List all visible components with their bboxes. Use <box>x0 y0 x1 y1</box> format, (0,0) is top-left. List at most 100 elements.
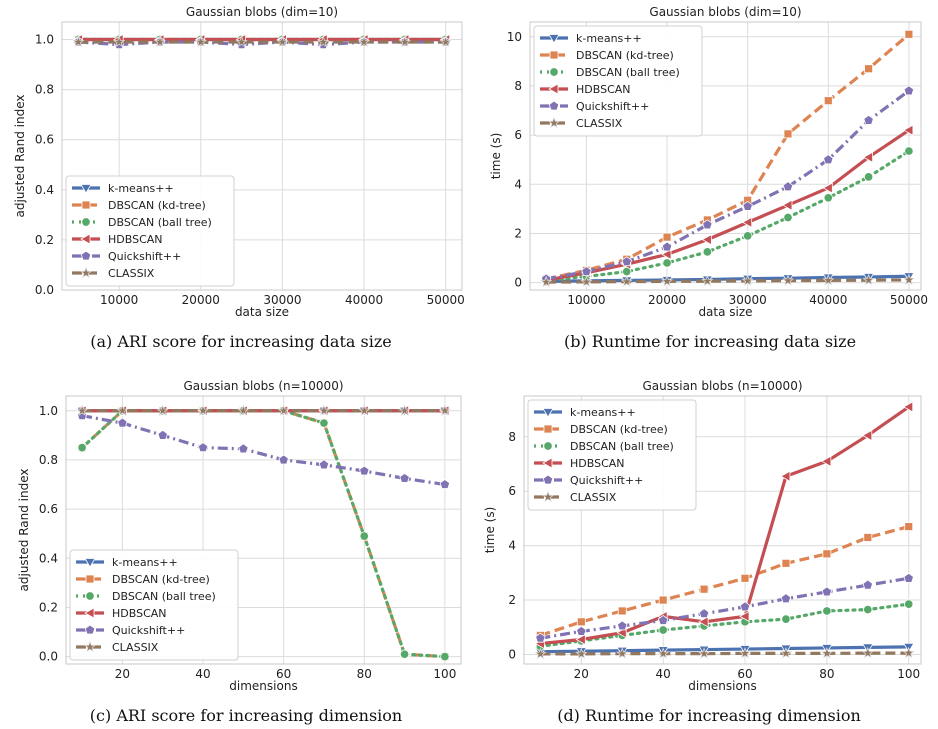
legend-marker <box>85 591 95 601</box>
data-point <box>698 647 711 659</box>
data-point <box>153 35 167 48</box>
legend-marker <box>548 34 560 44</box>
x-tick-label: 10000 <box>567 293 605 307</box>
data-point <box>823 154 834 165</box>
data-point <box>701 233 712 246</box>
legend-marker <box>541 490 555 503</box>
y-tick-label: 8 <box>508 430 516 444</box>
y-tick-label: 0 <box>508 647 516 661</box>
data-point <box>616 647 629 659</box>
y-tick-label: 1.0 <box>35 33 54 47</box>
data-point <box>359 465 370 476</box>
x-tick-label: 20 <box>574 667 589 681</box>
data-point <box>823 96 833 106</box>
legend: k-means++ DBSCAN (kd-tree) DBSCAN (ball tr… <box>65 175 235 287</box>
y-tick-label: 10 <box>507 30 522 44</box>
chart-panel-2: 20 40 60 80 100 0.0 0.2 0.4 0.6 0.8 1.0 Gaussian bl… <box>17 379 462 693</box>
y-tick-label: 8 <box>514 79 522 93</box>
legend-box <box>533 25 703 137</box>
caption-c: (c) ARI score for increasing dimension <box>89 706 403 725</box>
chart-panel-1: 10000 20000 30000 40000 50000 0 2 4 6 8 10 Gaussian… <box>489 5 928 319</box>
data-point <box>398 404 411 416</box>
data-point <box>780 593 792 604</box>
data-point <box>399 649 410 659</box>
legend-label: CLASSIX <box>570 491 617 504</box>
chart-title: Gaussian blobs (n=10000) <box>183 379 343 393</box>
x-tick-label: 40000 <box>809 293 847 307</box>
x-tick-label: 40 <box>195 667 210 681</box>
data-point <box>76 404 89 416</box>
x-tick-label: 20000 <box>648 293 686 307</box>
data-point <box>657 647 670 659</box>
data-point <box>862 579 874 590</box>
legend-marker <box>549 50 559 60</box>
data-point <box>701 274 714 287</box>
x-tick-label: 30000 <box>729 293 767 307</box>
data-point <box>398 35 411 48</box>
data-point <box>237 404 250 416</box>
data-point <box>904 29 914 39</box>
x-tick-label: 20 <box>115 667 130 681</box>
data-point <box>861 429 873 442</box>
legend-box <box>69 549 239 661</box>
y-tick-label: 0.0 <box>35 283 54 297</box>
legend-label: HDBSCAN <box>576 83 631 96</box>
data-point <box>863 533 873 542</box>
data-point <box>658 595 668 605</box>
data-point <box>779 647 792 659</box>
data-point <box>782 199 793 211</box>
x-tick-label: 100 <box>433 667 456 681</box>
legend-marker <box>85 574 95 584</box>
data-point <box>822 182 833 194</box>
data-point <box>781 558 791 568</box>
legend-label: HDBSCAN <box>570 457 625 470</box>
x-tick-label: 40000 <box>345 293 383 307</box>
legend: k-means++ DBSCAN (kd-tree) DBSCAN (ball tr… <box>527 399 697 511</box>
data-point <box>194 35 207 48</box>
data-point <box>903 85 915 96</box>
legend-label: CLASSIX <box>576 117 623 130</box>
legend-label: k-means++ <box>576 32 642 45</box>
y-tick-label: 1.0 <box>39 404 58 418</box>
x-tick-label: 60 <box>737 667 752 681</box>
data-point <box>438 404 451 416</box>
y-tick-label: 0.0 <box>39 650 58 664</box>
plot-frame <box>523 395 922 665</box>
legend-label: DBSCAN (ball tree) <box>576 66 680 79</box>
data-point <box>782 181 794 192</box>
legend-label: Quickshift++ <box>108 250 181 263</box>
legend-label: k-means++ <box>570 406 636 419</box>
chart-title: Gaussian blobs (dim=10) <box>649 5 801 19</box>
data-point <box>534 647 547 660</box>
y-tick-label: 0.2 <box>39 600 58 614</box>
legend-label: CLASSIX <box>112 641 159 654</box>
y-tick-label: 2 <box>508 593 516 607</box>
data-point <box>117 417 128 428</box>
data-point <box>317 404 331 416</box>
legend-marker <box>547 116 561 129</box>
data-point <box>862 151 873 163</box>
data-point <box>863 172 874 182</box>
series-line-k-means <box>540 645 909 654</box>
data-point <box>661 248 672 261</box>
x-tick-label: 100 <box>897 667 920 681</box>
x-axis-label: data size <box>698 305 752 319</box>
data-point <box>317 35 330 48</box>
plot-frame <box>529 21 922 291</box>
y-tick-label: 0.4 <box>39 551 58 565</box>
caption-b: (b) Runtime for increasing data size <box>563 332 857 351</box>
series-line-quickshift <box>540 576 909 640</box>
chart-panel-0: 10000 20000 30000 40000 50000 0.0 0.2 0.4 0.6 0.8… <box>13 5 465 319</box>
legend-marker <box>83 640 97 653</box>
data-point <box>277 404 290 416</box>
x-tick-label: 30000 <box>263 293 301 307</box>
data-point <box>576 625 587 636</box>
x-tick-label: 50000 <box>890 293 928 307</box>
series-line-quickshift <box>545 89 910 281</box>
data-point <box>580 275 593 288</box>
data-point <box>780 470 791 482</box>
data-point <box>902 401 914 413</box>
legend-marker <box>549 67 559 77</box>
x-tick-label: 80 <box>819 667 834 681</box>
series-line-dbscan-ball-tree <box>538 602 911 648</box>
